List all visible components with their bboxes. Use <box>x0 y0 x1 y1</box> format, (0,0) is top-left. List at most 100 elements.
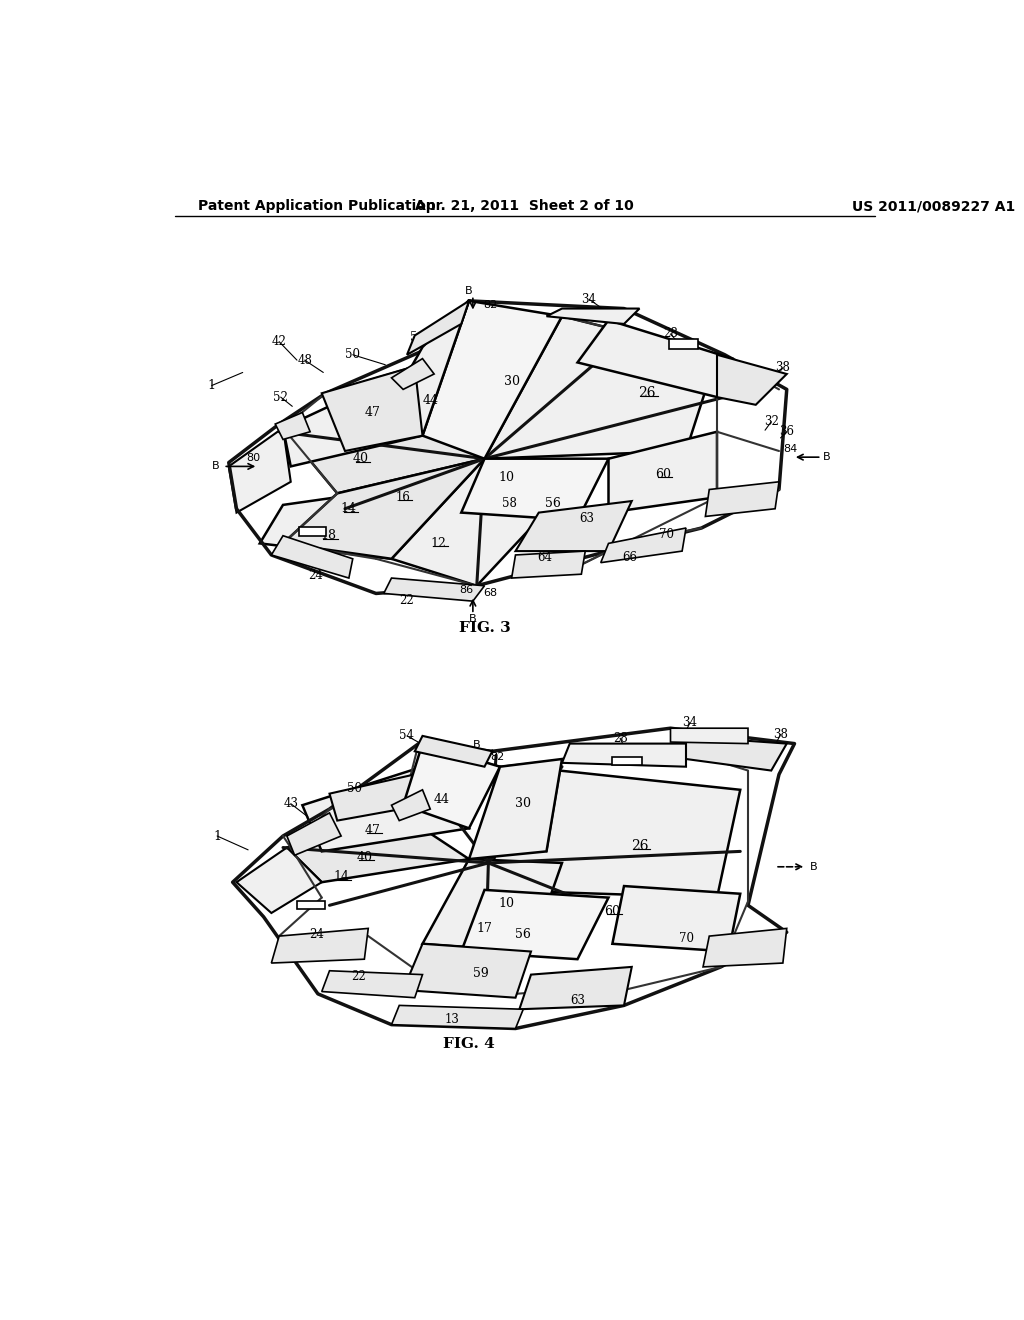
Polygon shape <box>515 502 632 552</box>
Polygon shape <box>423 859 562 952</box>
Text: 47: 47 <box>365 824 380 837</box>
Text: 80: 80 <box>247 453 261 463</box>
Text: 14: 14 <box>333 870 349 883</box>
Text: 28: 28 <box>612 731 628 744</box>
Text: 63: 63 <box>580 512 594 525</box>
Text: 42: 42 <box>271 335 287 348</box>
Polygon shape <box>391 359 434 389</box>
Text: 48: 48 <box>297 354 312 367</box>
Text: B: B <box>473 741 480 750</box>
Polygon shape <box>671 729 748 743</box>
Text: 54: 54 <box>399 730 415 742</box>
Text: 16: 16 <box>395 491 411 504</box>
Text: 50: 50 <box>347 781 361 795</box>
Text: 70: 70 <box>659 528 674 541</box>
Polygon shape <box>407 301 469 355</box>
Polygon shape <box>461 459 608 520</box>
Text: 38: 38 <box>775 362 791 375</box>
Text: 50: 50 <box>345 348 360 362</box>
Text: 22: 22 <box>351 970 367 983</box>
Text: 54: 54 <box>410 330 425 343</box>
Polygon shape <box>287 813 469 882</box>
Text: 34: 34 <box>682 717 697 730</box>
Text: B: B <box>212 462 219 471</box>
Text: 1: 1 <box>213 829 221 842</box>
Polygon shape <box>403 944 531 998</box>
Polygon shape <box>578 321 732 397</box>
Text: 70: 70 <box>679 932 693 945</box>
Text: 17: 17 <box>476 921 493 935</box>
Text: B: B <box>469 614 477 624</box>
Polygon shape <box>271 536 352 578</box>
Polygon shape <box>678 737 786 771</box>
Text: US 2011/0089227 A1: US 2011/0089227 A1 <box>852 199 1015 213</box>
Polygon shape <box>275 412 310 440</box>
Text: 59: 59 <box>473 966 488 979</box>
Text: 82: 82 <box>483 301 498 310</box>
Text: 60: 60 <box>654 467 671 480</box>
Text: 52: 52 <box>273 391 288 404</box>
FancyBboxPatch shape <box>297 900 325 909</box>
Text: FIG. 3: FIG. 3 <box>459 622 510 635</box>
Text: B: B <box>823 453 830 462</box>
FancyBboxPatch shape <box>669 339 698 350</box>
Text: B: B <box>810 862 818 871</box>
Polygon shape <box>519 966 632 1010</box>
Text: 30: 30 <box>515 797 531 810</box>
Polygon shape <box>369 301 469 444</box>
Text: 26: 26 <box>631 840 648 853</box>
Polygon shape <box>512 552 586 578</box>
Text: 47: 47 <box>365 407 380 418</box>
Polygon shape <box>302 767 469 851</box>
Text: 38: 38 <box>773 727 788 741</box>
Polygon shape <box>415 737 493 767</box>
Text: 40: 40 <box>356 851 373 865</box>
Polygon shape <box>703 928 786 966</box>
Polygon shape <box>717 355 786 405</box>
Polygon shape <box>562 743 686 767</box>
FancyBboxPatch shape <box>299 527 327 536</box>
FancyBboxPatch shape <box>612 756 642 766</box>
Text: 18: 18 <box>319 529 336 543</box>
Text: 26: 26 <box>639 387 656 400</box>
Polygon shape <box>469 759 562 859</box>
Polygon shape <box>384 578 484 601</box>
Polygon shape <box>283 367 423 466</box>
Polygon shape <box>601 528 686 562</box>
Polygon shape <box>322 367 423 451</box>
Text: 60: 60 <box>604 906 621 917</box>
Polygon shape <box>271 928 369 964</box>
Text: 28: 28 <box>664 327 678 341</box>
Text: 12: 12 <box>430 537 445 550</box>
Text: 1: 1 <box>208 379 216 392</box>
Text: 10: 10 <box>499 898 514 911</box>
Polygon shape <box>330 775 423 821</box>
Text: 66: 66 <box>623 550 638 564</box>
Text: 86: 86 <box>459 585 473 594</box>
Polygon shape <box>260 490 391 558</box>
Text: 84: 84 <box>783 445 798 454</box>
Text: 24: 24 <box>308 569 323 582</box>
Polygon shape <box>608 432 717 512</box>
Text: Patent Application Publication: Patent Application Publication <box>198 199 435 213</box>
Polygon shape <box>547 309 640 323</box>
Text: 82: 82 <box>489 752 504 763</box>
Text: 14: 14 <box>341 502 357 515</box>
Text: 43: 43 <box>284 797 298 810</box>
Polygon shape <box>706 482 779 516</box>
Polygon shape <box>461 890 608 960</box>
Text: 40: 40 <box>352 453 369 465</box>
Polygon shape <box>484 317 717 459</box>
Polygon shape <box>423 301 562 459</box>
Text: 34: 34 <box>582 293 597 306</box>
Text: 58: 58 <box>502 496 517 510</box>
Polygon shape <box>391 1006 523 1028</box>
Polygon shape <box>228 428 291 512</box>
Text: 44: 44 <box>434 793 450 807</box>
Polygon shape <box>322 970 423 998</box>
Text: 36: 36 <box>779 425 795 438</box>
Text: B: B <box>465 286 473 296</box>
Polygon shape <box>287 813 341 855</box>
Polygon shape <box>403 743 500 829</box>
Polygon shape <box>484 767 740 898</box>
